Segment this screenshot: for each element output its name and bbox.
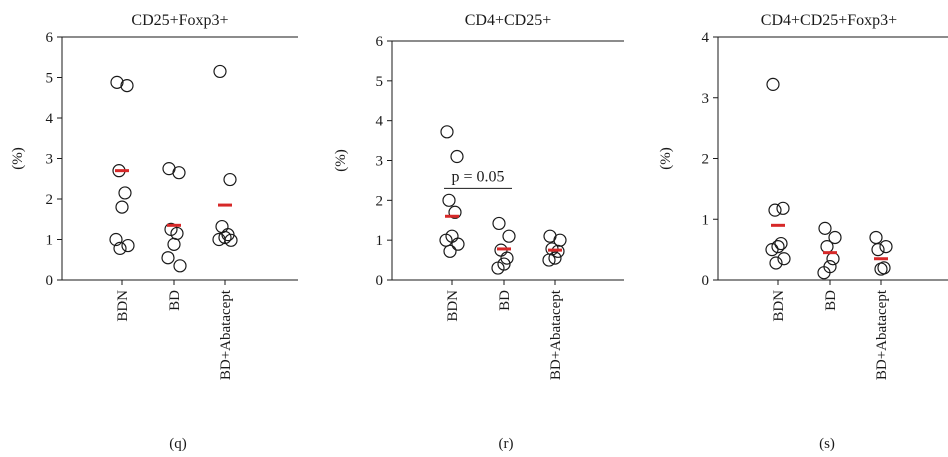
data-point [218, 230, 232, 245]
data-point [120, 78, 134, 93]
data-point [167, 237, 181, 251]
y-tick-label: 4 [46, 111, 54, 127]
data-point [451, 237, 465, 251]
data-point [774, 236, 788, 251]
data-point [769, 256, 783, 270]
data-point [115, 200, 129, 214]
y-tick-label: 0 [46, 273, 54, 289]
panel-r: CD4+CD25+ 0 1 2 3 4 5 6 (%) BDN BD BD+Abatacept p = … [333, 12, 624, 452]
data-point [826, 252, 840, 266]
data-point [450, 149, 464, 164]
data-point [118, 186, 132, 200]
data-point [121, 238, 135, 253]
data-point [869, 230, 883, 245]
data-point [440, 125, 454, 139]
chart-title: CD4+CD25+Foxp3+ [761, 12, 897, 29]
data-point [172, 166, 186, 180]
data-point [223, 172, 237, 187]
data-point [109, 232, 123, 247]
data-point [766, 77, 780, 91]
x-tick-label: BDN [115, 290, 131, 322]
y-tick-label: 3 [46, 152, 54, 168]
y-tick-label: 3 [376, 154, 384, 170]
y-axis-label: (%) [658, 147, 674, 170]
significance-label: p = 0.05 [451, 168, 504, 185]
y-tick-label: 0 [702, 273, 710, 289]
chart-title: CD4+CD25+ [465, 12, 552, 29]
data-point [828, 230, 842, 245]
data-point [820, 239, 834, 254]
x-tick-label: BD+Abatacept [218, 289, 234, 380]
panel-label: (q) [169, 436, 187, 452]
panel-label: (s) [819, 436, 835, 452]
data-point [502, 229, 516, 243]
data-point [442, 193, 456, 207]
y-tick-label: 3 [702, 91, 710, 107]
chart-title: CD25+Foxp3+ [131, 12, 228, 29]
data-point [213, 64, 227, 79]
data-point [818, 221, 832, 235]
y-axis-label: (%) [10, 147, 26, 170]
x-tick-label: BDN [445, 290, 461, 322]
data-point [448, 205, 462, 219]
x-tick-label: BD [497, 290, 513, 311]
y-tick-label: 2 [702, 152, 710, 168]
data-point [871, 243, 885, 257]
y-tick-label: 1 [376, 233, 384, 249]
data-point [173, 259, 187, 273]
y-tick-label: 6 [46, 30, 54, 46]
data-point [110, 75, 124, 89]
data-point [161, 251, 175, 265]
panel-s: CD4+CD25+Foxp3+ 0 1 2 3 4 (%) BDN BD BD+Abatacept… [658, 12, 948, 452]
data-point [768, 203, 782, 217]
data-point [776, 201, 790, 215]
y-tick-label: 0 [376, 273, 384, 289]
data-point [491, 261, 505, 275]
x-tick-label: BD+Abatacept [874, 289, 890, 380]
y-tick-label: 4 [376, 114, 384, 130]
data-point [817, 266, 831, 280]
data-point [777, 252, 791, 266]
y-tick-label: 1 [46, 233, 54, 249]
data-point [771, 239, 785, 254]
y-tick-label: 6 [376, 34, 384, 50]
data-point [874, 262, 888, 276]
data-point [500, 251, 514, 265]
x-tick-label: BD+Abatacept [548, 289, 564, 380]
x-tick-label: BDN [771, 290, 787, 322]
y-axis-label: (%) [333, 149, 349, 172]
y-tick-label: 5 [376, 74, 384, 90]
data-point [765, 243, 779, 257]
data-point [492, 216, 506, 231]
y-tick-label: 5 [46, 71, 54, 87]
panel-q: CD25+Foxp3+ 0 1 2 3 4 5 6 (%) BDN BD BD+Abatacept (q… [10, 12, 298, 452]
data-point [113, 241, 127, 256]
data-point [879, 239, 893, 254]
y-tick-label: 2 [46, 192, 54, 208]
data-point [548, 251, 562, 265]
y-tick-label: 2 [376, 193, 384, 209]
data-point [224, 233, 238, 247]
data-point [542, 253, 556, 267]
y-tick-label: 1 [702, 212, 710, 228]
data-point [215, 219, 229, 234]
x-tick-label: BD [167, 290, 183, 311]
y-tick-label: 4 [702, 30, 710, 46]
panel-label: (r) [499, 436, 514, 452]
x-tick-label: BD [823, 290, 839, 311]
data-point [443, 244, 457, 258]
